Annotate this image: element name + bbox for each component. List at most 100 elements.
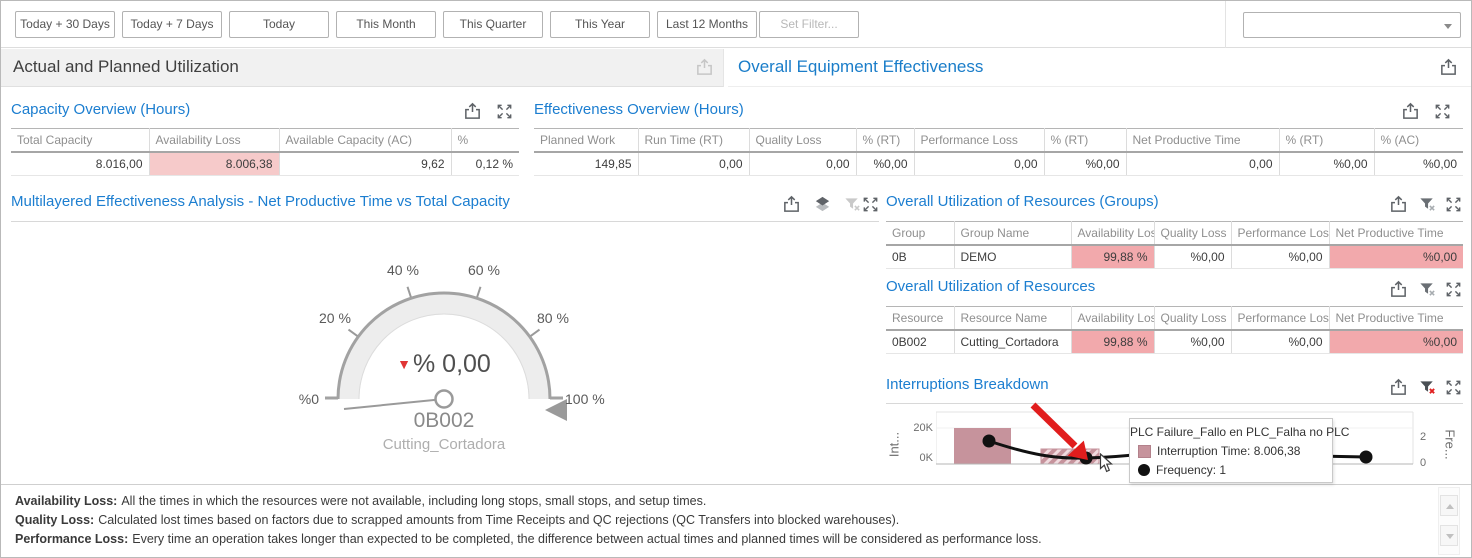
frequency-marker-icon — [1138, 464, 1150, 476]
cell-net-productive-time: 0,00 — [1126, 152, 1280, 176]
value-marker-icon: ▼ — [397, 356, 411, 372]
column-header[interactable]: % (RT) — [1044, 128, 1127, 153]
clear-filter-icon[interactable] — [1418, 280, 1437, 299]
cell-group: 0B — [886, 245, 955, 269]
expand-icon[interactable] — [495, 102, 514, 121]
export-icon[interactable] — [1401, 102, 1420, 121]
section-header-oee: Overall Equipment Effectiveness — [728, 49, 1471, 87]
column-header[interactable]: Net Productive Time — [1126, 128, 1280, 153]
tooltip-interruption-time: Interruption Time: 8.006,38 — [1157, 444, 1301, 458]
cell-resource-name: Cutting_Cortadora — [954, 330, 1072, 354]
column-header[interactable]: Quality Loss — [749, 128, 857, 153]
clear-filter-active-icon[interactable] — [1418, 378, 1437, 397]
column-header[interactable]: Resource — [886, 306, 955, 331]
triangle-up-icon — [1446, 504, 1454, 509]
filter-button-today-plus-7[interactable]: Today + 7 Days — [122, 11, 222, 38]
date-filter-toolbar: Today + 30 Days Today + 7 Days Today Thi… — [1, 1, 1471, 48]
column-header[interactable]: % (RT) — [1279, 128, 1375, 153]
gauge-widget-title: Multilayered Effectiveness Analysis - Ne… — [11, 193, 510, 210]
expand-icon[interactable] — [861, 195, 880, 214]
table-row: 0B002 Cutting_Cortadora 99,88 % %0,00 %0… — [886, 330, 1463, 354]
column-header[interactable]: % (AC) — [1374, 128, 1463, 153]
filter-button-last-12-months[interactable]: Last 12 Months — [657, 11, 757, 38]
triangle-down-icon — [1446, 534, 1454, 539]
column-header[interactable]: Group — [886, 221, 955, 246]
layers-icon[interactable] — [813, 195, 832, 214]
column-header[interactable]: Available Capacity (AC) — [279, 128, 452, 153]
filter-button-this-month[interactable]: This Month — [336, 11, 436, 38]
cell-percent: 0,12 % — [451, 152, 519, 176]
table-row: 8.016,00 8.006,38 9,62 0,12 % — [11, 152, 519, 176]
gauge-tick-40: 40 % — [387, 262, 419, 278]
interruption-time-swatch-icon — [1138, 444, 1151, 458]
gauge-needle-hub — [434, 389, 454, 409]
column-header[interactable]: Performance Loss — [914, 128, 1045, 153]
column-header[interactable]: Performance Loss — [1231, 221, 1330, 246]
effectiveness-overview-table: Planned Work Run Time (RT) Quality Loss … — [534, 128, 1463, 176]
column-header[interactable]: Total Capacity — [11, 128, 150, 153]
column-header[interactable]: % — [451, 128, 519, 153]
section-header-actual-planned: Actual and Planned Utilization — [1, 49, 724, 87]
axis-tick: 20K — [913, 422, 933, 434]
expand-icon[interactable] — [1433, 102, 1452, 121]
column-header[interactable]: Group Name — [954, 221, 1072, 246]
cell-net-productive-time: %0,00 — [1329, 245, 1463, 269]
column-header[interactable]: Availability Loss — [1071, 306, 1155, 331]
export-icon[interactable] — [1389, 378, 1408, 397]
column-header[interactable]: Performance Loss — [1231, 306, 1330, 331]
export-icon[interactable] — [1439, 58, 1458, 77]
filter-button-this-quarter[interactable]: This Quarter — [443, 11, 543, 38]
chart-tooltip: PLC Failure_Fallo en PLC_Falha no PLC In… — [1129, 418, 1349, 483]
export-icon[interactable] — [463, 102, 482, 121]
export-icon[interactable] — [1389, 280, 1408, 299]
filter-button-this-year[interactable]: This Year — [550, 11, 650, 38]
glossary-panel: Availability Loss: All the times in which… — [1, 484, 1471, 557]
clear-filter-icon[interactable] — [1418, 195, 1437, 214]
divider — [11, 221, 879, 222]
gauge-tick-80: 80 % — [537, 310, 569, 326]
interruptions-right-axis-label: Fre... — [1442, 429, 1458, 460]
column-header[interactable]: Net Productive Time — [1329, 306, 1463, 331]
column-header[interactable]: Resource Name — [954, 306, 1072, 331]
column-header[interactable]: Availability Loss — [149, 128, 280, 153]
cell-run-time: 0,00 — [638, 152, 750, 176]
export-icon[interactable] — [695, 58, 714, 77]
cell-performance-pct: %0,00 — [1044, 152, 1127, 176]
clear-filter-icon[interactable] — [843, 195, 862, 214]
frequency-point[interactable] — [1359, 450, 1373, 464]
cell-performance-loss: 0,00 — [914, 152, 1045, 176]
column-header[interactable]: % (RT) — [856, 128, 915, 153]
gauge-value: ▼% 0,00 — [397, 350, 491, 378]
gauge-resource-name: Cutting_Cortadora — [382, 436, 506, 453]
report-selector-dropdown[interactable] — [1243, 12, 1461, 38]
gauge-resource-code: 0B002 — [413, 409, 475, 432]
filter-button-today-plus-30[interactable]: Today + 30 Days — [15, 11, 115, 38]
expand-icon[interactable] — [1444, 195, 1463, 214]
cell-planned-work: 149,85 — [534, 152, 639, 176]
groups-table: Group Group Name Availability Loss Quali… — [886, 221, 1463, 269]
cell-npt-pct-ac: %0,00 — [1374, 152, 1463, 176]
cell-net-productive-time: %0,00 — [1329, 330, 1463, 354]
column-header[interactable]: Quality Loss — [1154, 306, 1232, 331]
column-header[interactable]: Quality Loss — [1154, 221, 1232, 246]
export-icon[interactable] — [1389, 195, 1408, 214]
column-header[interactable]: Net Productive Time — [1329, 221, 1463, 246]
set-filter-button[interactable]: Set Filter... — [759, 11, 859, 38]
expand-icon[interactable] — [1444, 280, 1463, 299]
vertical-scrollbar[interactable] — [1438, 487, 1460, 555]
column-header[interactable]: Planned Work — [534, 128, 639, 153]
filter-button-today[interactable]: Today — [229, 11, 329, 38]
scroll-down-button[interactable] — [1440, 525, 1458, 546]
column-header[interactable]: Availability Loss — [1071, 221, 1155, 246]
axis-tick: 2 — [1420, 431, 1427, 443]
expand-icon[interactable] — [1444, 378, 1463, 397]
section-title-right: Overall Equipment Effectiveness — [738, 57, 984, 76]
cell-npt-pct-rt: %0,00 — [1279, 152, 1375, 176]
tooltip-frequency: Frequency: 1 — [1156, 463, 1227, 477]
frequency-point[interactable] — [982, 434, 996, 448]
column-header[interactable]: Run Time (RT) — [638, 128, 750, 153]
export-icon[interactable] — [782, 195, 801, 214]
cell-availability-loss: 99,88 % — [1071, 330, 1155, 354]
cell-quality-loss: %0,00 — [1154, 330, 1232, 354]
scroll-up-button[interactable] — [1440, 495, 1458, 516]
